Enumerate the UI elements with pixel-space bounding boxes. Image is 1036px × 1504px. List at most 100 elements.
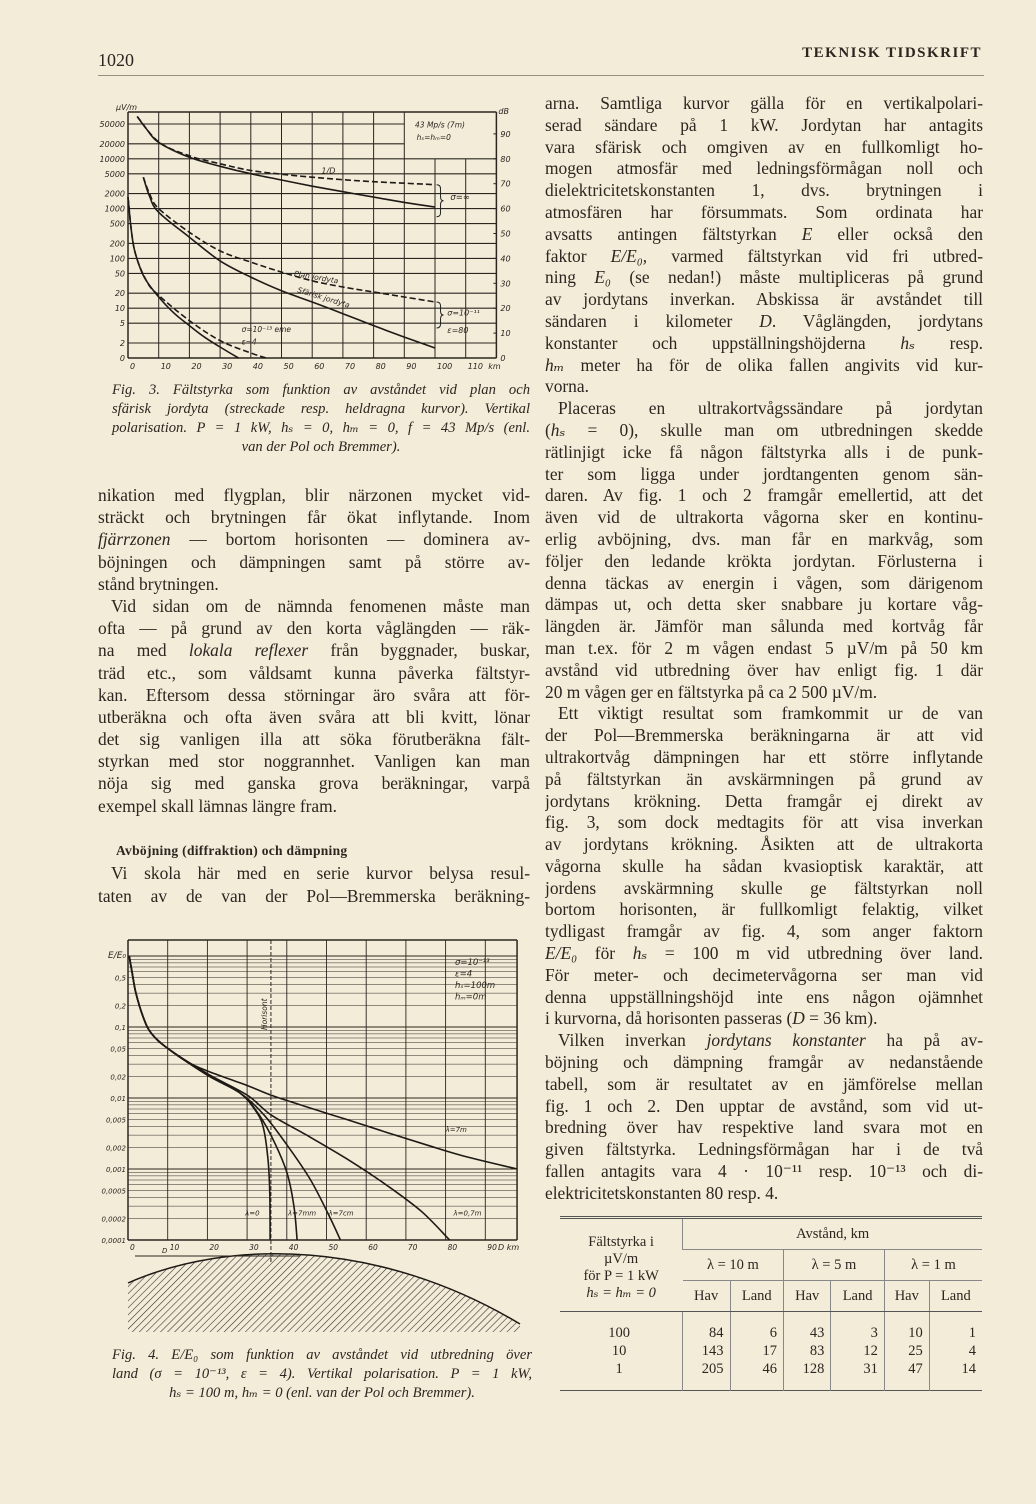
x-tick-label: 10 — [161, 362, 171, 371]
sub-header: Hav — [682, 1280, 731, 1312]
sub-header: Land — [830, 1280, 885, 1312]
text-segment: = 100 m vid utbredning över land. — [647, 943, 983, 964]
x-tick-label: 0 — [130, 362, 135, 371]
distance-cell: 47 — [883, 1360, 930, 1378]
text-line: denna täckas av energin i vågen, som där… — [545, 572, 983, 593]
corner-line: för P = 1 kW — [583, 1268, 659, 1284]
text-line: given fältstyrka. Ledningsförmågan har i… — [545, 1139, 983, 1160]
text-line: sändaren i kilometer D. Våglängden, jord… — [545, 311, 983, 333]
earth-surface — [128, 1253, 520, 1332]
annotation-eps-4: ε=4 — [242, 337, 257, 346]
annotation-sigma-13: σ=10⁻¹³ eme — [242, 325, 292, 334]
caption-line: Fig. 4. E/E₀ som funktion av avståndet v… — [112, 1347, 532, 1363]
y-tick-label: 0,002 — [106, 1145, 127, 1153]
text-line: ofta — på grund av den korta våglängden … — [98, 618, 530, 639]
text-line: hₘ meter ha för de olika fallen angivits… — [545, 355, 983, 377]
earth-label: D — [162, 1247, 168, 1255]
series-line-3 — [128, 955, 298, 1241]
corner-line: µV/m — [604, 1251, 639, 1267]
header-rule — [98, 75, 984, 76]
series-line-2 — [142, 176, 436, 303]
section-heading: Avböjning (diffraktion) och dämpning — [116, 843, 348, 858]
text-line: ning E₀ (se nedan!) måste multipliceras … — [545, 267, 983, 289]
text-line: elektricitetskonstanten 80 resp. 4. — [545, 1182, 779, 1203]
caption-line: polarisation. P = 1 kW, hₛ = 0, hₘ = 0, … — [112, 420, 530, 436]
caption-line: van der Pol och Bremmer). — [241, 439, 401, 455]
y2-tick-label: 0 — [500, 354, 505, 363]
figure-3-chart: 0251020501002005001000200050001000020000… — [100, 103, 511, 371]
y-tick-label: 2 — [120, 339, 125, 348]
text-line: serad sändare på 1 kW. Jordytan har anta… — [545, 114, 983, 135]
y-axis-label: E/E₀ — [108, 951, 126, 961]
y2-tick-label: 10 — [500, 329, 510, 338]
italic-text: D — [792, 1008, 805, 1029]
series-label: λ=0 — [244, 1210, 260, 1218]
text-segment: resp. — [914, 332, 983, 353]
text-line: stånd brytningen. — [98, 573, 219, 594]
distance-table: Fältstyrka i µV/m för P = 1 kW hₛ = hₘ =… — [560, 1216, 982, 1391]
y-tick-label: 0 — [120, 354, 125, 363]
y2-tick-label: 80 — [500, 155, 510, 164]
text-line: bredning över hav respektive land svara … — [545, 1117, 983, 1138]
distance-cell: 4 — [928, 1342, 982, 1360]
text-line: E/E₀ för hₛ = 100 m vid utbredning över … — [545, 943, 983, 965]
text-line: faktor E/E₀, varmed fältstyrkan vid fri … — [545, 246, 983, 268]
text-segment: . Våglängden, jordytans — [771, 310, 983, 331]
x-axis-unit: km — [488, 362, 501, 371]
text-line: daren. Av fig. 1 och 2 framgår emellerti… — [545, 485, 983, 506]
text-line: på fältstyrkan än avskärmningen på grund… — [545, 768, 983, 789]
distance-cell: 128 — [783, 1360, 831, 1378]
x-tick-label: 90 — [487, 1243, 497, 1252]
italic-text: E — [801, 223, 813, 244]
x-tick-label: 30 — [249, 1243, 259, 1252]
distance-cell: 46 — [729, 1360, 784, 1378]
text-segment: = 0), skulle man om utbredningen skedde — [565, 419, 983, 440]
text-line: vågorna skulle ha sådan kvasioptisk kara… — [545, 855, 983, 876]
field-strength-cell: 1 — [615, 1361, 623, 1377]
legend-entry: hₘ=0m — [455, 993, 487, 1003]
y-tick-label: 0,005 — [106, 1116, 127, 1124]
text-segment: från byggnader, buskar, — [308, 640, 530, 661]
sub-header: Hav — [883, 1280, 930, 1312]
italic-text: E/E₀ — [545, 943, 578, 964]
y-tick-label: 100 — [110, 254, 125, 263]
text-line: avstånd vid utbredning över hav enligt f… — [545, 659, 983, 680]
text-segment: na med — [98, 640, 189, 661]
y2-tick-label: 40 — [500, 254, 510, 263]
series-label: Plan jordyta — [293, 269, 339, 286]
y-tick-label: 0,2 — [115, 1003, 127, 1011]
legend-entry: hₛ=100m — [455, 981, 495, 991]
distance-cell: 43 — [783, 1324, 831, 1342]
text-line: der Pol—Bremmerska beräkningarna är att … — [545, 725, 983, 746]
text-segment: ning — [545, 267, 595, 288]
distance-cell: 83 — [783, 1342, 831, 1360]
y-tick-label: 10000 — [100, 155, 125, 164]
text-line: styrkan med stor noggrannhet. Vanligen k… — [98, 751, 530, 772]
text-line: ter som ligga under jordtangenten genom … — [545, 463, 983, 484]
series-line-1 — [136, 115, 436, 186]
text-segment: konstanter och uppställningshöjderna — [545, 332, 901, 353]
text-line: avsatts antingen fältstyrkan E eller ock… — [545, 224, 983, 246]
earth-curve — [127, 1253, 521, 1325]
text-line: tabell, som är resultatet av en jämförel… — [545, 1073, 983, 1094]
x-tick-label: 80 — [376, 362, 386, 371]
left-column-text-continued: Vi skola här med en serie kurvor belysa … — [98, 862, 530, 907]
text-line: exempel skall lämnas längre fram. — [98, 795, 338, 816]
legend-entry: σ=10⁻¹³ — [455, 958, 490, 968]
distance-cell: 84 — [682, 1324, 731, 1342]
text-line: nöja sig med ganska grova beräkningar, v… — [98, 773, 530, 794]
x-tick-label: 110 — [468, 362, 483, 371]
series-line-1 — [128, 955, 451, 1241]
text-line: Vilken inverkan jordytans konstanter ha … — [545, 1030, 983, 1052]
y-tick-label: 5 — [120, 319, 125, 328]
x-tick-label: 100 — [437, 362, 452, 371]
text-line: fallen antagits vara 4 · 10⁻¹¹ resp. 10⁻… — [545, 1161, 983, 1182]
series-line-4 — [128, 955, 271, 1241]
x-tick-label: 80 — [448, 1243, 458, 1252]
box-label: hₛ=hₘ=0 — [417, 133, 452, 142]
text-line: fig. 1 och 2. Den upptar de avstånd, som… — [545, 1095, 983, 1116]
text-segment: Vilken inverkan — [558, 1030, 707, 1051]
caption-line: sfärisk jordyta (streckade resp. heldrag… — [112, 401, 530, 417]
x-tick-label: 20 — [209, 1243, 219, 1252]
series-line-0 — [128, 955, 518, 1170]
